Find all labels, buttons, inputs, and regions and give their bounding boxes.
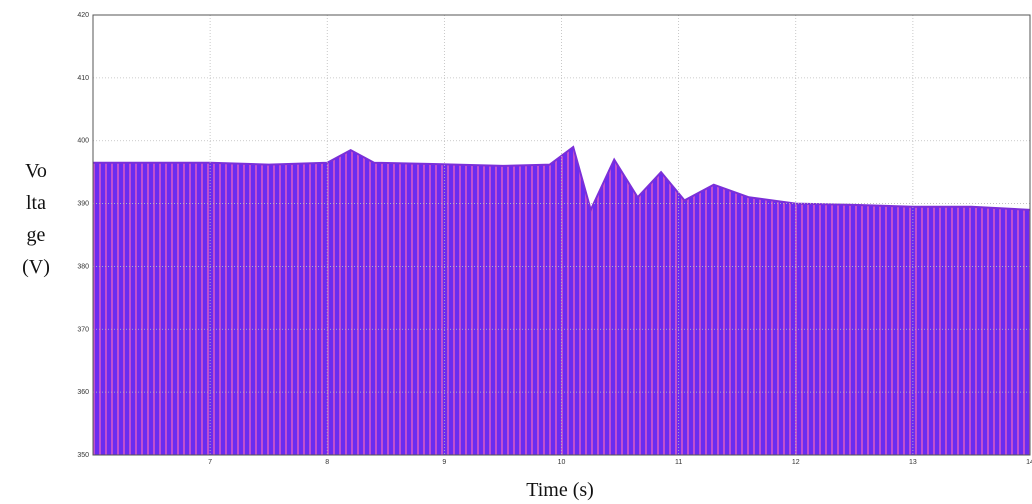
y-tick-label: 390 [77, 201, 89, 208]
y-tick-label: 410 [77, 75, 89, 82]
plot-frame [92, 14, 1031, 456]
x-tick-label: 8 [325, 459, 329, 466]
y-axis-title: ge [27, 224, 46, 246]
x-tick-label: 9 [442, 459, 446, 466]
series-line [93, 145, 1031, 213]
x-tick-label: 14 [1026, 459, 1032, 466]
x-tick-label: 11 [675, 459, 682, 466]
x-tick-label: 13 [909, 459, 917, 466]
x-axis-title: Time (s) [526, 479, 594, 501]
y-tick-label: 370 [77, 326, 89, 333]
y-tick-label: 400 [77, 138, 89, 145]
y-tick-label: 360 [77, 389, 89, 396]
x-tick-label: 12 [792, 459, 800, 466]
y-tick-label: 380 [77, 263, 89, 270]
y-axis-title: Vo [25, 160, 47, 182]
x-tick-label: 7 [208, 459, 212, 466]
x-tick-label: 10 [558, 459, 566, 466]
y-tick-label: 420 [77, 12, 89, 19]
y-tick-label: 350 [77, 452, 89, 459]
y-axis-title: (V) [22, 256, 50, 278]
y-axis-title: lta [26, 192, 46, 214]
